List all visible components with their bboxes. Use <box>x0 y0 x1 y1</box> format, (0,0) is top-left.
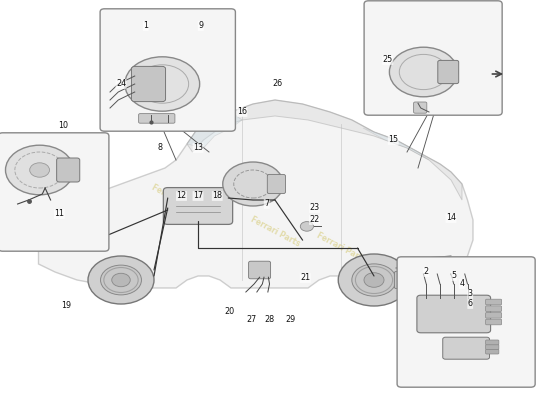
Text: 18: 18 <box>212 192 222 200</box>
FancyBboxPatch shape <box>139 114 175 123</box>
Text: Ferrari Parts: Ferrari Parts <box>249 215 301 249</box>
Text: 28: 28 <box>265 316 274 324</box>
FancyBboxPatch shape <box>486 340 499 345</box>
Text: 21: 21 <box>300 274 310 282</box>
Text: 2: 2 <box>424 268 429 276</box>
Circle shape <box>389 47 458 97</box>
Text: 20: 20 <box>225 308 235 316</box>
Circle shape <box>223 162 283 206</box>
FancyBboxPatch shape <box>163 188 233 224</box>
FancyBboxPatch shape <box>486 306 502 312</box>
Circle shape <box>6 145 74 195</box>
Text: 17: 17 <box>193 192 203 200</box>
FancyBboxPatch shape <box>0 133 109 251</box>
FancyBboxPatch shape <box>131 66 166 102</box>
Circle shape <box>88 256 154 304</box>
Text: 8: 8 <box>157 144 162 152</box>
Text: 23: 23 <box>310 204 320 212</box>
Polygon shape <box>187 112 242 148</box>
FancyBboxPatch shape <box>100 9 235 131</box>
FancyBboxPatch shape <box>438 60 459 84</box>
Circle shape <box>101 265 141 295</box>
Circle shape <box>30 163 50 177</box>
Text: 4: 4 <box>459 280 465 288</box>
FancyBboxPatch shape <box>364 1 502 115</box>
Text: 14: 14 <box>446 214 456 222</box>
Text: Ferrari Parts: Ferrari Parts <box>150 183 202 217</box>
FancyBboxPatch shape <box>394 272 410 288</box>
Text: Ferrari Parts: Ferrari Parts <box>315 231 367 265</box>
Text: 11: 11 <box>54 210 64 218</box>
Text: 7: 7 <box>264 200 270 208</box>
FancyBboxPatch shape <box>486 349 499 354</box>
Circle shape <box>364 273 384 287</box>
Text: 12: 12 <box>177 192 186 200</box>
Text: 26: 26 <box>273 80 283 88</box>
Circle shape <box>125 57 200 111</box>
Text: 22: 22 <box>310 216 320 224</box>
Text: 10: 10 <box>58 122 68 130</box>
FancyBboxPatch shape <box>486 299 502 305</box>
Text: 9: 9 <box>198 22 204 30</box>
FancyBboxPatch shape <box>486 312 502 318</box>
Circle shape <box>300 222 313 231</box>
Polygon shape <box>39 100 473 288</box>
FancyBboxPatch shape <box>486 344 499 350</box>
Circle shape <box>112 273 130 287</box>
FancyBboxPatch shape <box>267 174 285 194</box>
FancyBboxPatch shape <box>417 295 491 333</box>
Text: 1: 1 <box>143 22 148 30</box>
Text: 15: 15 <box>388 136 398 144</box>
Text: 27: 27 <box>247 316 257 324</box>
FancyBboxPatch shape <box>57 158 80 182</box>
Text: 24: 24 <box>116 80 126 88</box>
FancyBboxPatch shape <box>414 102 427 113</box>
Text: 6: 6 <box>468 300 473 308</box>
Text: 16: 16 <box>237 108 247 116</box>
FancyBboxPatch shape <box>486 319 502 325</box>
Text: 19: 19 <box>61 302 71 310</box>
FancyBboxPatch shape <box>249 261 271 279</box>
Text: 25: 25 <box>383 56 393 64</box>
Polygon shape <box>187 100 462 200</box>
Circle shape <box>338 254 410 306</box>
Polygon shape <box>363 128 429 160</box>
Circle shape <box>352 264 396 296</box>
Text: 3: 3 <box>468 290 473 298</box>
Text: 29: 29 <box>285 316 295 324</box>
FancyBboxPatch shape <box>443 337 490 359</box>
Text: 5: 5 <box>451 272 456 280</box>
FancyBboxPatch shape <box>397 257 535 387</box>
Text: 13: 13 <box>193 144 203 152</box>
